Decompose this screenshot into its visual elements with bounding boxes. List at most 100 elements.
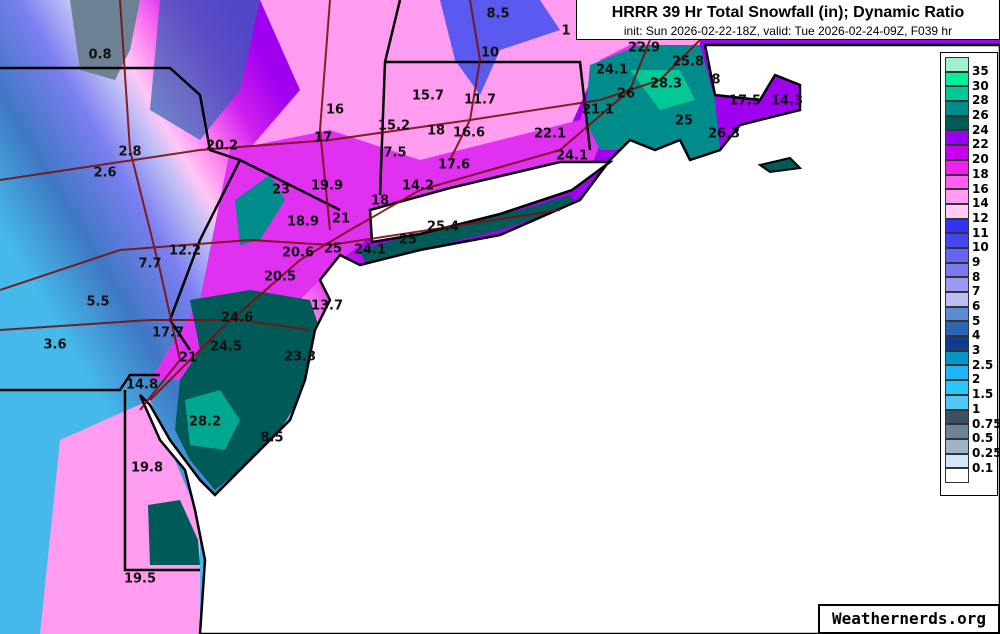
- legend-swatch: [945, 130, 969, 146]
- map-label: 8: [711, 72, 721, 88]
- legend-swatch: [945, 350, 969, 366]
- map-label: 8.5: [486, 6, 510, 22]
- map-label: 17.7: [151, 325, 185, 341]
- map-label: 5.5: [86, 294, 110, 310]
- legend-label: 7: [972, 284, 981, 299]
- teal-nj-inner: [185, 390, 240, 450]
- legend-swatch: [945, 247, 969, 263]
- legend-label: 9: [972, 254, 981, 269]
- legend-swatch: [945, 438, 969, 454]
- gray-field: [70, 0, 140, 80]
- legend-swatch: [945, 306, 969, 322]
- map-label: 25: [398, 232, 418, 248]
- map-label: 24.1: [353, 242, 387, 258]
- map-label: 17: [313, 130, 333, 146]
- legend-label: 14: [972, 196, 989, 211]
- legend-label: 5: [972, 313, 981, 328]
- teal-ma-inner: [630, 70, 695, 110]
- map-label: 24.6: [220, 310, 254, 326]
- map-label: 8.5: [260, 430, 284, 446]
- ocean: [138, 43, 1000, 634]
- legend-swatch: [945, 321, 969, 337]
- legend-label: 6: [972, 299, 981, 313]
- map-label: 23.3: [283, 349, 317, 365]
- map-label: 25.8: [671, 54, 705, 70]
- map-label: 10: [480, 45, 500, 61]
- map-label: 2.8: [118, 144, 142, 160]
- map-label: 20.5: [263, 269, 297, 285]
- map-label: 22.9: [627, 40, 661, 56]
- highways: [0, 0, 701, 411]
- legend-swatch: [945, 336, 969, 351]
- legend-swatch: [945, 409, 969, 425]
- legend-label: 0.1: [972, 460, 994, 475]
- legend-label: 22: [972, 137, 989, 152]
- color-legend: 35 30 28 26 24 22 20 18 16 14 12 11 10 9 8 7 6 5 4 3 2.5 2 1.5…: [940, 52, 1000, 496]
- map-label: 19.8: [130, 460, 164, 476]
- map-label: 13.7: [310, 298, 344, 314]
- map-label: 12.2: [168, 243, 202, 259]
- legend-swatch: [945, 115, 969, 131]
- map-label: 24.1: [595, 62, 629, 78]
- map-label: 15.7: [411, 88, 445, 104]
- legend-swatch: [945, 57, 969, 72]
- teal-nnj: [235, 175, 285, 245]
- legend-label: 8: [972, 269, 981, 284]
- legend-labels: 35 30 28 26 24 22 20 18 16 14 12 11 10 9 8 7 6 5 4 3 2.5 2 1.5…: [972, 64, 1000, 475]
- legend-swatch: [945, 71, 969, 87]
- map-title: HRRR 39 Hr Total Snowfall (in); Dynamic …: [611, 4, 965, 21]
- legend-swatches: [945, 57, 969, 483]
- map-label: 7.7: [138, 256, 162, 272]
- map-label: 19.9: [310, 178, 344, 194]
- map-label: 2.6: [93, 165, 117, 181]
- map-label: 20.6: [281, 245, 315, 261]
- legend-swatch: [945, 101, 969, 116]
- state-borders: [0, 0, 592, 572]
- map-label: 25: [674, 113, 694, 129]
- teal-de: [148, 500, 200, 565]
- map-label: 14.8: [125, 377, 159, 393]
- map-label: 24.5: [209, 339, 243, 355]
- legend-label: 12: [972, 210, 989, 225]
- map-label: 7.5: [383, 145, 407, 161]
- legend-label: 11: [972, 225, 989, 240]
- legend-swatch: [945, 159, 969, 175]
- legend-swatch: [945, 86, 969, 102]
- title-box: HRRR 39 Hr Total Snowfall (in); Dynamic …: [576, 0, 1000, 40]
- map-label: 26: [616, 86, 636, 102]
- long-island-sound: [368, 160, 614, 244]
- legend-label: 1: [972, 401, 981, 416]
- legend-swatch: [945, 233, 969, 248]
- map-label: 18: [370, 193, 390, 209]
- legend-label: 10: [972, 240, 989, 255]
- map-label: 16.6: [452, 125, 486, 141]
- map-label: 17.5: [728, 93, 762, 109]
- legend-swatch: [945, 174, 969, 190]
- legend-label: 35: [972, 64, 989, 78]
- teal-ma: [585, 45, 720, 160]
- map-label: 1: [561, 23, 571, 39]
- legend-swatch: [945, 277, 969, 292]
- watermark: Weathernerds.org: [818, 604, 1000, 634]
- map-label: 24.1: [555, 148, 589, 164]
- map-label: 18: [426, 123, 446, 139]
- blue-north-field: [440, 0, 560, 95]
- legend-label: 0.5: [972, 431, 994, 446]
- map-label: 20.2: [205, 138, 239, 154]
- legend-swatch: [945, 365, 969, 381]
- map-label: 15.2: [377, 118, 411, 134]
- legend-label: 0.25: [972, 445, 1000, 460]
- map-label: 22.1: [533, 126, 567, 142]
- map-label: 21: [178, 350, 198, 366]
- map-label: 19.5: [123, 571, 157, 587]
- legend-swatch: [945, 468, 969, 483]
- map-label: 25.4: [426, 219, 460, 235]
- legend-swatch: [945, 218, 969, 234]
- legend-label: 1.5: [972, 387, 994, 402]
- map-label: 16: [325, 102, 345, 118]
- legend-label: 3: [972, 343, 981, 358]
- map-label: 28.3: [649, 76, 683, 92]
- south-pink-field: [40, 400, 200, 634]
- dark-blue-field: [150, 0, 260, 140]
- legend-label: 28: [972, 93, 989, 108]
